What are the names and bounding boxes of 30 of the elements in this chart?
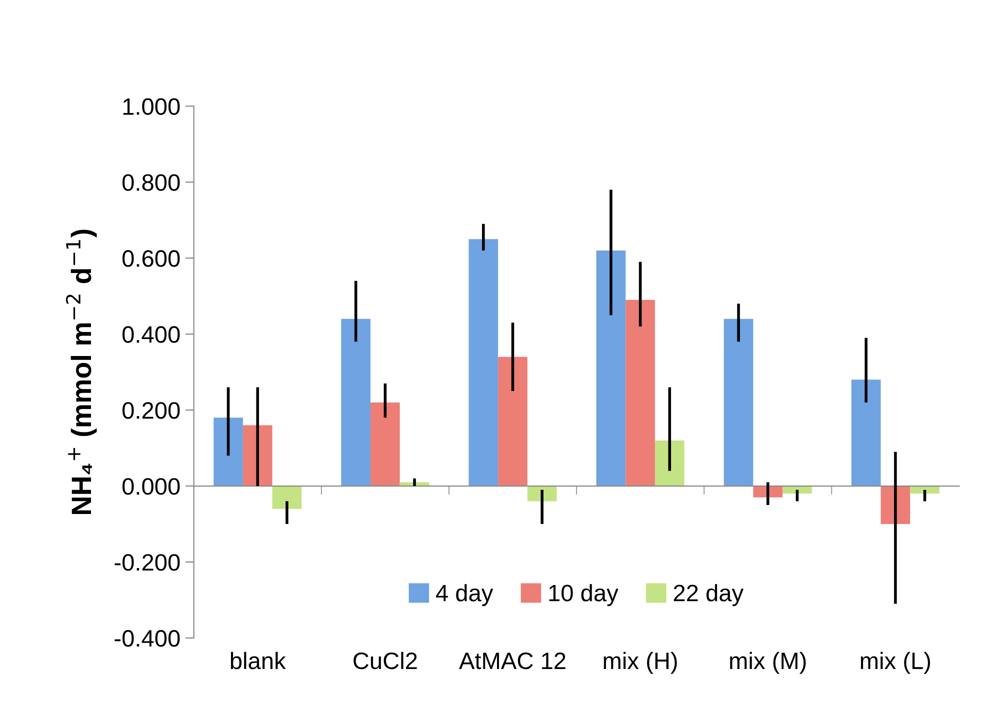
- bar: [214, 418, 243, 486]
- y-tick-label: -0.200: [114, 554, 180, 571]
- bar: [468, 239, 498, 486]
- bar: [242, 425, 272, 486]
- bar: [851, 380, 881, 486]
- y-tick-label: 1.000: [123, 98, 180, 115]
- bar: [341, 318, 371, 486]
- bar: [724, 318, 754, 486]
- x-tick-label: blank: [230, 652, 286, 670]
- bar: [370, 402, 400, 486]
- y-tick-label: 0.200: [122, 402, 180, 419]
- legend-label: 22 day: [674, 584, 744, 606]
- y-tick-label: 0.400: [122, 326, 180, 343]
- x-tick-label: mix (H): [604, 652, 677, 674]
- y-tick-label: -0.400: [114, 630, 180, 647]
- bar: [272, 486, 302, 509]
- x-tick-label: mix (M): [730, 652, 806, 674]
- x-tick-label: mix (L): [860, 652, 930, 674]
- y-tick-label: 0.000: [122, 478, 180, 495]
- x-tick-label: AtMAC 12: [458, 652, 566, 670]
- y-tick-label: 0.800: [122, 174, 180, 191]
- bar: [596, 250, 626, 486]
- x-tick-label: CuCl2: [354, 652, 417, 670]
- y-tick-label: 0.600: [122, 250, 180, 267]
- bar: [654, 440, 684, 486]
- bar: [498, 356, 528, 486]
- bar: [626, 300, 655, 486]
- legend-label: 4 day: [436, 584, 494, 606]
- y-axis-title: NH₄$^{+}$ (mmol m$^{−2}$ d$^{−1}$): [66, 230, 97, 514]
- legend-label: 10 day: [549, 584, 618, 606]
